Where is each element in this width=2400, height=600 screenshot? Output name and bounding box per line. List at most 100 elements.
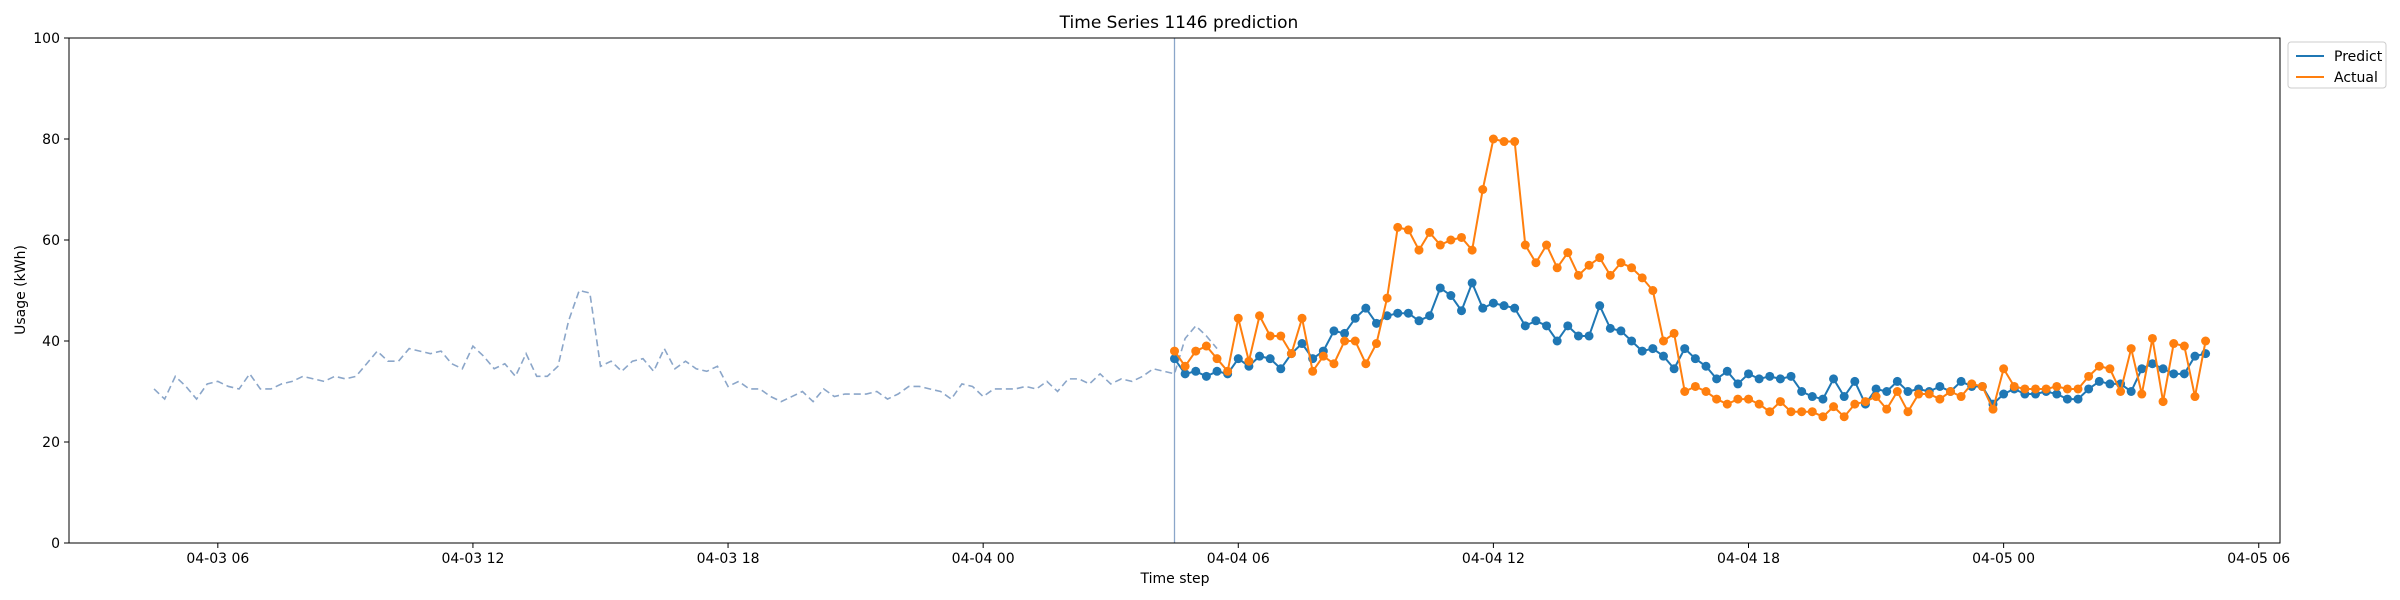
data-point-predict: [1467, 278, 1477, 288]
x-tick-label: 04-04 00: [952, 551, 1015, 567]
data-point-actual: [1669, 328, 1679, 338]
data-point-predict: [1340, 328, 1350, 338]
data-point-actual: [1191, 346, 1201, 356]
data-point-predict: [1765, 371, 1775, 381]
y-tick-label: 80: [42, 132, 60, 148]
data-point-predict: [1797, 387, 1807, 396]
data-point-actual: [1542, 240, 1552, 250]
data-point-predict: [2073, 394, 2083, 404]
legend: Predict Actual: [2287, 41, 2387, 89]
data-point-predict: [1829, 374, 1839, 384]
data-point-actual: [2179, 341, 2189, 351]
data-point-actual: [1616, 258, 1626, 268]
data-point-actual: [1223, 366, 1233, 376]
data-point-actual: [1467, 245, 1477, 255]
series-actual: [1170, 134, 2211, 422]
y-tick-label: 40: [42, 334, 60, 350]
data-point-actual: [2031, 384, 2041, 394]
data-point-predict: [2084, 384, 2094, 394]
data-point-predict: [1807, 392, 1817, 402]
data-point-predict: [1712, 374, 1722, 384]
data-point-predict: [1403, 308, 1413, 318]
data-point-actual: [1658, 336, 1668, 346]
data-point-actual: [1637, 273, 1647, 283]
y-tick-label: 20: [42, 435, 60, 451]
data-point-actual: [1361, 359, 1371, 369]
x-tick-label: 04-04 12: [1462, 551, 1525, 567]
data-point-actual: [1446, 235, 1456, 245]
data-point-actual: [1839, 412, 1849, 422]
data-point-predict: [1446, 291, 1456, 301]
data-point-predict: [1935, 381, 1945, 391]
data-point-actual: [1201, 341, 1211, 351]
data-point-predict: [1414, 316, 1424, 326]
data-point-actual: [2190, 392, 2200, 402]
data-point-actual: [1871, 392, 1881, 402]
y-tick-label: 100: [33, 31, 60, 47]
data-point-actual: [1988, 404, 1998, 414]
plot-area: [68, 37, 2281, 544]
data-point-predict: [1478, 303, 1488, 313]
data-point-predict: [1648, 344, 1658, 354]
data-point-predict: [2094, 376, 2104, 386]
data-point-predict: [1499, 301, 1509, 311]
data-point-predict: [1361, 303, 1371, 313]
data-point-actual: [1807, 407, 1817, 417]
data-point-actual: [1892, 387, 1902, 396]
data-point-actual: [1265, 331, 1275, 341]
data-point-predict: [1425, 311, 1435, 321]
data-point-actual: [1425, 227, 1435, 237]
data-point-predict: [1276, 364, 1286, 374]
data-point-predict: [2126, 387, 2136, 396]
data-point-predict: [1180, 369, 1190, 379]
data-point-actual: [1318, 351, 1328, 361]
data-point-actual: [2020, 384, 2030, 394]
data-point-predict: [2137, 364, 2147, 374]
data-point-predict: [1658, 351, 1668, 361]
data-point-actual: [1605, 270, 1615, 280]
data-point-predict: [1382, 311, 1392, 321]
data-point-actual: [1457, 232, 1466, 242]
data-point-predict: [2105, 379, 2115, 389]
data-point-actual: [1914, 389, 1924, 399]
data-point-actual: [1255, 311, 1265, 321]
data-point-actual: [1850, 399, 1860, 409]
data-point-actual: [2041, 384, 2051, 394]
data-point-predict: [1170, 354, 1179, 364]
data-point-actual: [2062, 384, 2072, 394]
data-point-predict: [1722, 366, 1732, 376]
data-point-predict: [2169, 369, 2179, 379]
data-point-predict: [2190, 351, 2200, 361]
data-point-predict: [1435, 283, 1445, 293]
data-point-predict: [1882, 387, 1892, 396]
data-point-predict: [1255, 351, 1265, 361]
data-point-actual: [2169, 339, 2179, 349]
data-point-predict: [1850, 376, 1860, 386]
x-axis-label: Time step: [1140, 571, 1210, 587]
data-point-actual: [1371, 339, 1381, 349]
data-point-actual: [2158, 397, 2168, 407]
y-axis-label: Usage (kWh): [13, 245, 29, 335]
data-point-actual: [2201, 336, 2211, 346]
x-tick-label: 04-04 06: [1207, 551, 1270, 567]
history-line: [153, 289, 1218, 403]
data-point-actual: [1775, 397, 1785, 407]
data-point-actual: [1244, 356, 1254, 366]
data-point-predict: [2062, 394, 2072, 404]
data-point-predict: [2052, 389, 2062, 399]
data-point-predict: [1488, 298, 1498, 308]
data-point-actual: [2009, 381, 2019, 391]
data-point-predict: [1839, 392, 1849, 402]
data-point-actual: [1340, 336, 1350, 346]
data-point-actual: [1648, 286, 1658, 295]
data-point-actual: [1499, 137, 1509, 147]
data-point-actual: [1350, 336, 1360, 346]
data-point-predict: [1393, 308, 1403, 318]
data-point-actual: [1212, 354, 1222, 364]
data-point-predict: [2179, 369, 2189, 379]
data-point-actual: [2105, 364, 2115, 374]
data-point-predict: [1775, 374, 1785, 384]
data-point-actual: [2052, 381, 2062, 391]
data-point-predict: [1595, 301, 1605, 311]
